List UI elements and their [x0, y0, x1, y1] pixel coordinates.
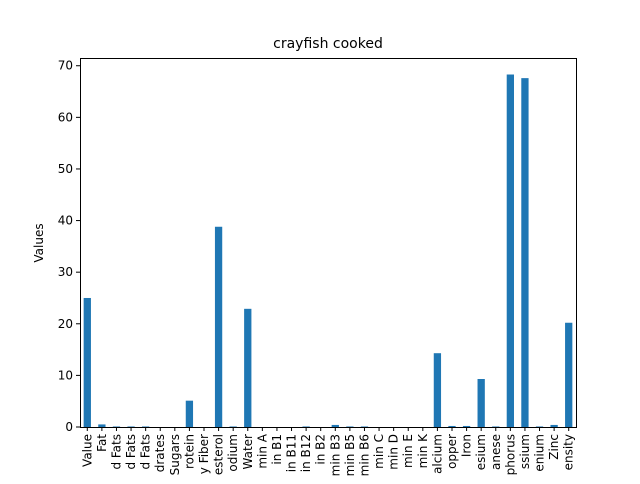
bar: [185, 400, 194, 427]
bar: [462, 425, 471, 427]
x-tick-label: esium: [474, 434, 488, 470]
bar: [550, 424, 558, 427]
bars-group: [83, 74, 573, 427]
x-tick-label: phorus: [503, 434, 517, 475]
x-tick-label: Sugars: [168, 434, 182, 475]
x-tick-label: d Fats: [139, 434, 153, 470]
x-tick-label: min E: [401, 434, 415, 468]
x-tick-label: in B1: [270, 434, 284, 465]
bar: [112, 426, 121, 427]
x-tick-label: drates: [153, 434, 167, 472]
x-tick-label: odium: [226, 434, 240, 472]
x-tick-label: anese: [489, 434, 503, 470]
x-tick-label: min B3: [328, 434, 342, 476]
y-tick-label: 70: [58, 59, 73, 73]
x-tick-label: in B2: [314, 434, 328, 465]
x-tick-label: enium: [533, 434, 547, 472]
x-tick-label: in B12: [299, 434, 313, 472]
bar: [433, 353, 442, 427]
chart-title: crayfish cooked: [273, 36, 383, 52]
x-tick-label: Zinc: [547, 434, 561, 460]
x-tick-label: y Fiber: [197, 434, 211, 474]
x-tick-label: Fat: [95, 434, 109, 452]
bar: [244, 308, 252, 427]
x-tick-label: alcium: [430, 434, 444, 474]
x-tick-label: ssium: [518, 434, 532, 469]
bar: [302, 426, 310, 427]
x-tick-label: min B5: [343, 434, 357, 476]
bar: [83, 297, 91, 427]
x-tick-label: min D: [387, 434, 401, 470]
y-tick-label: 30: [58, 265, 73, 279]
y-tick-label: 50: [58, 162, 73, 176]
x-tick-label: esterol: [212, 434, 226, 475]
x-tick-label: opper: [445, 434, 459, 469]
plot-frame: [80, 58, 577, 428]
bar: [214, 226, 223, 427]
y-axis-label: Values: [32, 223, 46, 262]
bar: [127, 426, 135, 427]
bar: [535, 426, 544, 427]
x-tick-label: Water: [241, 434, 255, 470]
x-tick-label: min A: [255, 433, 269, 468]
x-tick-label: d Fats: [124, 434, 138, 470]
bar: [521, 78, 529, 427]
x-tick-label: d Fats: [109, 434, 123, 470]
x-tick-label: in B11: [285, 434, 299, 472]
bar: [565, 322, 573, 427]
x-tick-label: Value: [80, 434, 94, 467]
bar: [492, 426, 500, 427]
x-tick-label: min B6: [357, 434, 371, 476]
y-tick-label: 60: [58, 110, 73, 124]
bar: [360, 426, 369, 427]
bar: [448, 425, 456, 427]
bar: [98, 424, 106, 427]
x-tick-label: ensity: [562, 434, 576, 470]
x-tick-label: Iron: [460, 434, 474, 457]
x-tick-label: rotein: [182, 434, 196, 469]
y-tick-label: 10: [58, 368, 73, 382]
x-axis-ticks: Value Fat d Fats d Fats d Fats drates Sugars ro…: [80, 427, 576, 476]
y-tick-label: 40: [58, 214, 73, 228]
y-tick-label: 0: [65, 420, 73, 434]
bar: [506, 74, 514, 427]
x-tick-label: min K: [416, 433, 430, 468]
bar: [346, 426, 354, 427]
bar: [142, 426, 150, 427]
x-tick-label: min C: [372, 434, 386, 469]
bar: [477, 379, 485, 427]
y-tick-label: 20: [58, 317, 73, 331]
bar: [229, 426, 237, 427]
y-axis-ticks: 0 10 20 30 40 50 60 70: [58, 59, 80, 434]
bar: [331, 424, 339, 427]
